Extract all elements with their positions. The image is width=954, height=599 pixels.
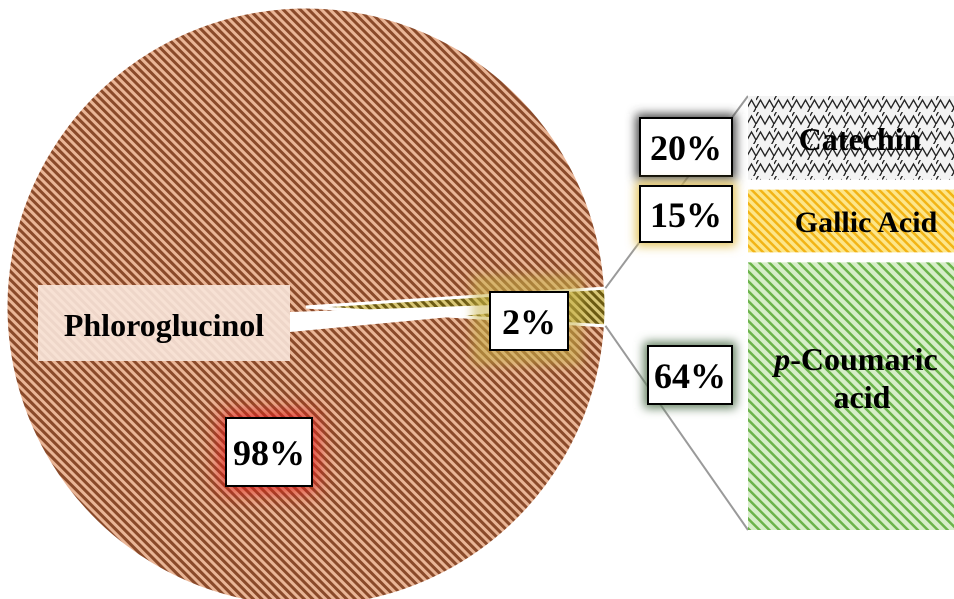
pie-slice-phloroglucinol [4, 5, 608, 599]
bar-value-label-2-box [647, 345, 733, 405]
data-label-2-box [489, 291, 569, 351]
category-leader-line [290, 304, 526, 332]
bar-segment-0 [748, 96, 954, 180]
bar-value-label-0-box [639, 117, 733, 177]
bar-segment-2 [748, 262, 954, 530]
bar-category-label-p-line1: -Coumaric [790, 341, 938, 377]
bar-value-label-0: 20% [650, 128, 722, 168]
bar-category-label-p-coumaric: p-Coumaric [771, 341, 938, 377]
category-label-phloroglucinol: Phloroglucinol [64, 307, 264, 343]
category-label-band [38, 285, 290, 361]
bar-segment-1 [748, 189, 954, 253]
connector-line-bottom [604, 325, 749, 531]
bar-value-label-1: 15% [650, 195, 722, 235]
bar-category-label-p-prefix: p [771, 341, 790, 377]
data-label-2: 2% [502, 302, 556, 342]
bar-value-label-2: 64% [654, 356, 726, 396]
bar-category-label-gallic-acid: Gallic Acid [795, 206, 938, 239]
bar-category-label-catechin: Catechin [799, 121, 922, 157]
label-layer: Phloroglucinol 98% 2% 20% 15% 64% Catechin Gall… [38, 114, 938, 490]
data-label-98-box [225, 417, 313, 487]
data-label-98: 98% [233, 433, 305, 473]
bar-category-label-p-line2: acid [834, 379, 891, 415]
bar-value-label-1-box [639, 185, 733, 243]
bar-layer [748, 96, 954, 530]
